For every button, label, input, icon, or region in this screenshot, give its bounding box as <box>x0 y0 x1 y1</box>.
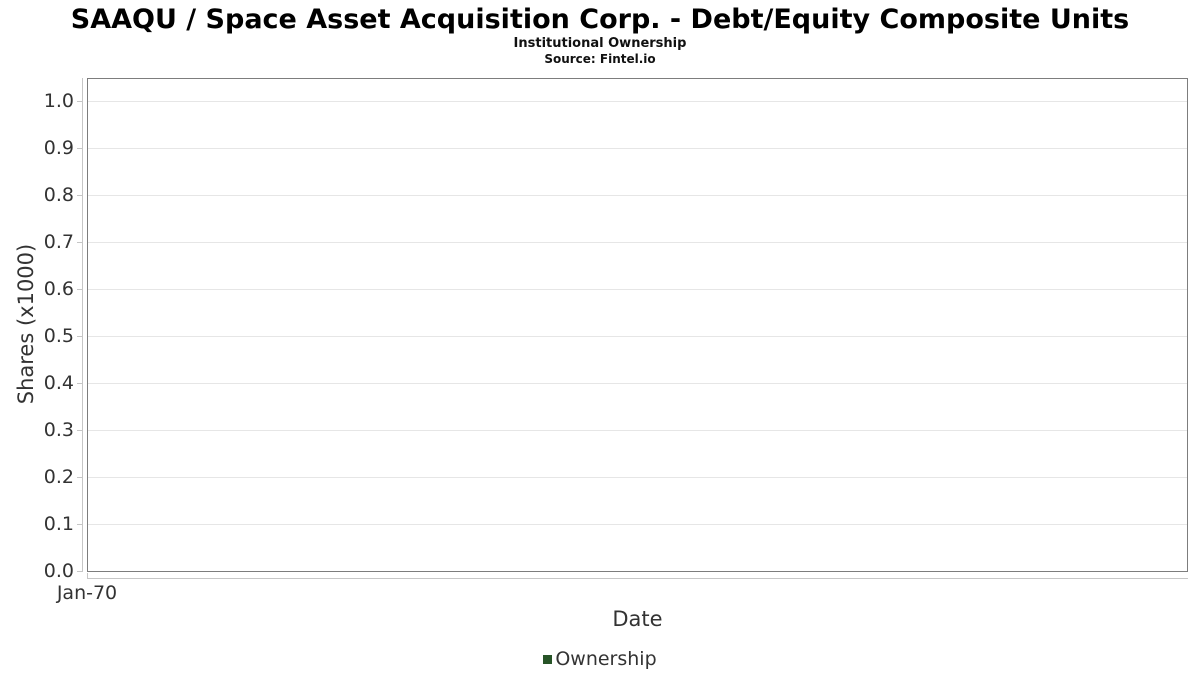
y-axis-tick-label-0.6: 0.6 <box>43 278 74 301</box>
y-axis-tick-label-0.1: 0.1 <box>43 513 74 535</box>
y-axis-tick-label-0.4: 0.4 <box>43 372 74 395</box>
x-axis-tick <box>87 573 88 578</box>
gridline-y-0.7 <box>88 242 1187 244</box>
chart-subtitle: Institutional Ownership <box>513 36 687 51</box>
y-axis-tick-0.1 <box>77 524 82 525</box>
y-axis-tick-label-0.9: 0.9 <box>43 137 74 160</box>
chart-title: SAAQU / Space Asset Acquisition Corp. - … <box>70 4 1130 35</box>
y-axis-line <box>82 78 83 572</box>
gridline-y-0.6 <box>88 289 1187 291</box>
y-axis-tick-0.3 <box>77 430 82 432</box>
y-axis-tick-0.5 <box>77 336 82 338</box>
legend-item-ownership[interactable]: Ownership <box>543 648 657 670</box>
y-axis-tick-0.2 <box>77 477 82 479</box>
x-axis-line <box>87 578 1188 579</box>
y-axis-tick-label-0.3: 0.3 <box>43 419 74 442</box>
legend-marker-square-icon <box>543 654 553 664</box>
legend-label: Ownership <box>555 648 657 670</box>
y-axis-tick-label-1.0: 1.0 <box>43 90 74 113</box>
y-axis-tick-0.0 <box>77 571 82 572</box>
plot-area <box>87 78 1188 572</box>
y-axis-tick-label-0.7: 0.7 <box>43 231 74 254</box>
gridline-y-1.0 <box>88 101 1187 103</box>
y-axis-tick-1.0 <box>77 101 82 103</box>
y-axis-tick-0.4 <box>77 383 82 385</box>
y-axis-tick-label-0.0: 0.0 <box>43 560 74 582</box>
chart-source-credit: Source: Fintel.io <box>544 52 656 66</box>
y-axis-tick-label-0.8: 0.8 <box>43 184 74 207</box>
y-axis-tick-0.9 <box>77 148 82 150</box>
y-axis-tick-label-0.2: 0.2 <box>43 466 74 489</box>
gridline-y-0.3 <box>88 430 1187 432</box>
x-axis-tick-label: Jan-70 <box>56 582 118 604</box>
gridline-y-0.1 <box>88 524 1187 525</box>
y-axis-tick-0.6 <box>77 289 82 291</box>
x-axis-title: Date <box>612 607 663 631</box>
gridline-y-0.5 <box>88 336 1187 338</box>
gridline-y-0.9 <box>88 148 1187 150</box>
gridline-y-0.4 <box>88 383 1187 385</box>
gridline-y-0.8 <box>88 195 1187 197</box>
gridline-y-0.2 <box>88 477 1187 479</box>
y-axis-tick-0.8 <box>77 195 82 197</box>
y-axis-tick-label-0.5: 0.5 <box>43 325 74 348</box>
y-axis-tick-0.7 <box>77 242 82 244</box>
legend: Ownership <box>0 646 1200 672</box>
